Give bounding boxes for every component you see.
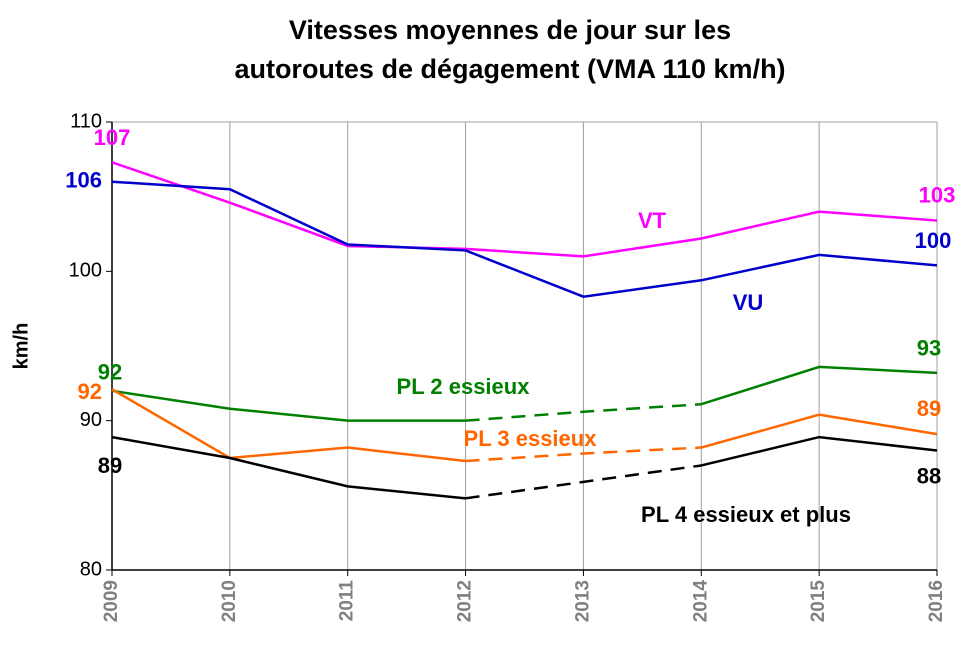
y-tick-label: 90 <box>80 409 102 431</box>
y-tick-label: 110 <box>70 110 102 132</box>
data-label: 93 <box>917 336 941 361</box>
x-tick-label: 2016 <box>926 580 947 622</box>
series-line <box>111 389 466 422</box>
chart-title: autoroutes de dégagement (VMA 110 km/h) <box>234 54 785 84</box>
data-label: 88 <box>917 463 941 488</box>
x-tick-label: 2011 <box>337 580 358 622</box>
data-label: 92 <box>98 360 122 385</box>
series-line <box>700 413 938 449</box>
data-label: 103 <box>919 182 956 207</box>
series-line <box>465 446 702 463</box>
series-label: PL 3 essieux <box>464 426 598 451</box>
series-line <box>111 161 938 258</box>
series-label: VT <box>638 208 667 233</box>
series-line <box>111 180 938 299</box>
series-line <box>465 464 702 500</box>
data-label: 89 <box>98 453 122 478</box>
x-tick-label: 2015 <box>808 580 829 623</box>
data-label: 92 <box>78 379 102 404</box>
series-line <box>700 435 938 467</box>
data-label: 107 <box>94 125 131 150</box>
series-line <box>465 402 702 422</box>
data-label: 100 <box>915 228 952 253</box>
series-line <box>111 435 466 500</box>
x-tick-label: 2013 <box>572 580 593 622</box>
data-label: 89 <box>917 396 941 421</box>
series-label: VU <box>733 290 764 315</box>
series-label: PL 2 essieux <box>397 374 531 399</box>
x-tick-label: 2009 <box>101 580 122 622</box>
series-label: PL 4 essieux et plus <box>641 502 851 527</box>
x-tick-label: 2010 <box>219 580 240 622</box>
y-tick-label: 80 <box>80 558 102 580</box>
series-line <box>700 365 938 406</box>
x-tick-label: 2012 <box>455 580 476 622</box>
chart-title: Vitesses moyennes de jour sur les <box>289 15 731 45</box>
x-tick-label: 2014 <box>690 580 711 623</box>
data-label: 106 <box>65 168 102 193</box>
series-line <box>111 388 466 463</box>
y-axis-label: km/h <box>10 323 32 370</box>
y-tick-label: 100 <box>69 260 102 282</box>
